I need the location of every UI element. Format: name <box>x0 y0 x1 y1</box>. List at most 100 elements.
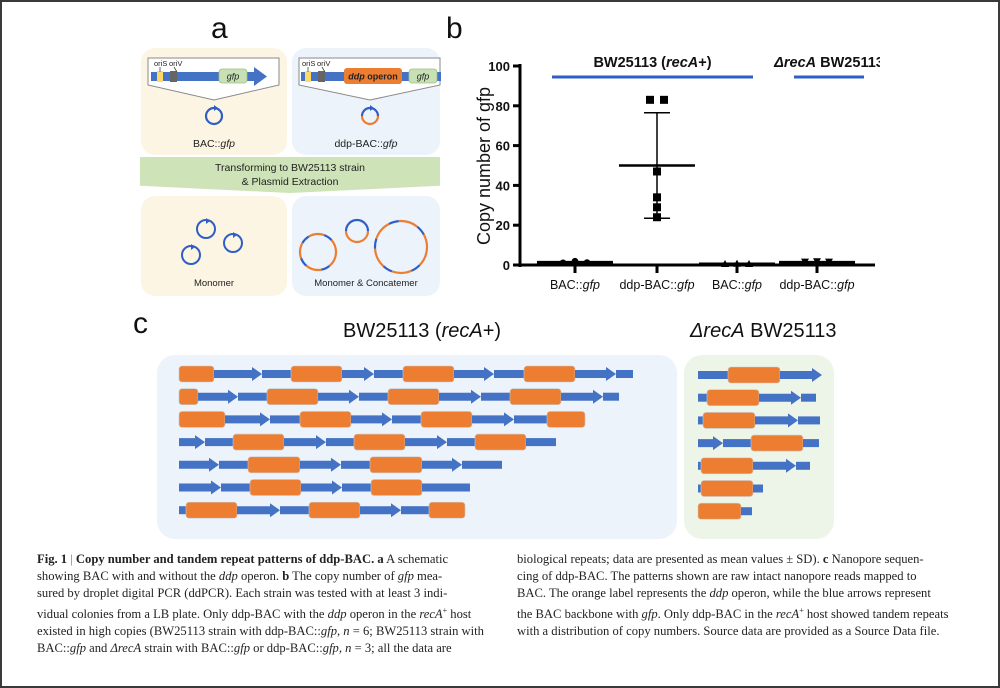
backbone-segment <box>796 461 810 470</box>
panel-a-results: Monomer Monomer & Concatemer <box>181 218 429 289</box>
oriv-marker <box>170 71 177 82</box>
monomer-box <box>141 196 287 296</box>
ddp-operon-block <box>290 365 343 383</box>
y-axis-label: Copy number of gfp <box>474 87 494 245</box>
ddp-operon-block <box>178 365 215 383</box>
delta-recA-reads <box>697 366 822 520</box>
backbone-segment <box>698 371 728 379</box>
svg-text:oriS: oriS <box>302 59 315 68</box>
backbone-arrow <box>318 389 359 404</box>
banner-line-1: Transforming to BW25113 strain <box>215 162 365 174</box>
data-point <box>801 258 809 266</box>
banner-line-2: & Plasmid Extraction <box>241 176 339 188</box>
ddp-operon-block <box>308 501 361 519</box>
panel-c-letter: c <box>133 307 148 340</box>
backbone-arrow <box>698 436 723 451</box>
recA-plus-reads <box>178 365 633 519</box>
backbone-segment <box>526 438 556 447</box>
backbone-segment <box>359 392 388 401</box>
x-tick-label: ddp-BAC::gfp <box>619 278 694 292</box>
ddp-operon-block <box>700 480 754 497</box>
backbone-arrow <box>561 389 603 404</box>
backbone-arrow <box>439 389 481 404</box>
caption-line: BAC::gfp and ΔrecA strain with BAC::gfp … <box>37 641 452 656</box>
data-point <box>653 193 661 202</box>
backbone-segment <box>219 460 248 469</box>
backbone-segment <box>698 461 701 470</box>
backbone-segment <box>374 370 403 378</box>
backbone-segment <box>392 415 421 424</box>
svg-text:oriV: oriV <box>317 59 330 68</box>
monomer-circles <box>181 219 243 265</box>
backbone-segment <box>803 439 819 448</box>
caption-line: sured by droplet digital PCR (ddPCR). Ea… <box>37 586 448 600</box>
backbone-segment <box>603 392 619 401</box>
svg-text:gfp: gfp <box>417 72 430 82</box>
panel-b-letter: b <box>446 12 463 45</box>
ddp-operon-block <box>185 501 238 519</box>
ddp-bac-plasmid-icon <box>360 105 380 126</box>
ddp-operon-block <box>249 479 302 496</box>
caption-column-1: Fig. 1 | Copy number and tandem repeat p… <box>37 551 507 657</box>
y-tick-label: 100 <box>488 59 510 74</box>
concatemer-circles <box>298 218 429 275</box>
ddp-operon-gene <box>344 68 402 84</box>
ddp-operon-block <box>299 411 352 428</box>
backbone-segment <box>698 393 707 402</box>
backbone-arrow <box>360 503 401 518</box>
caption-line: vidual colonies from a LB plate. Only dd… <box>37 606 472 622</box>
oriv-label: oriV <box>169 59 182 68</box>
ddp-operon-block <box>727 366 781 384</box>
backbone-segment <box>798 416 820 425</box>
delta-recA-title: ΔrecA BW25113 <box>690 320 837 342</box>
ddp-operon-block <box>178 411 226 428</box>
y-tick-label: 80 <box>496 99 510 114</box>
backbone-segment <box>422 483 470 492</box>
backbone-arrow <box>454 367 494 381</box>
gfp-gene <box>218 68 248 84</box>
oris-label: oriS <box>154 59 167 68</box>
backbone-segment <box>741 507 752 516</box>
backbone-segment <box>179 506 186 515</box>
panel-a-maps: gfp oriS oriV ddp operon gfp oriS oriV B… <box>147 57 441 150</box>
ddp-operon-block <box>474 433 527 451</box>
backbone-arrow <box>237 503 280 518</box>
ddp-operon-block <box>428 501 466 519</box>
ddp-operon-block <box>697 502 742 520</box>
ddp-operon-block <box>706 389 760 407</box>
backbone-arrow <box>301 480 342 495</box>
ddp-operon-block <box>402 365 455 383</box>
backbone-arrow <box>422 457 462 472</box>
backbone-arrow <box>405 435 447 450</box>
ddp-operon-block <box>387 388 440 406</box>
caption-line: biological repeats; data are presented a… <box>517 552 924 566</box>
ddp-operon-block <box>266 388 319 406</box>
backbone-arrow <box>780 368 822 382</box>
backbone-segment <box>342 483 371 492</box>
y-tick-label: 60 <box>496 139 510 154</box>
transformation-banner: Transforming to BW25113 strain & Plasmid… <box>140 157 440 193</box>
backbone-arrow <box>214 367 262 381</box>
backbone-segment <box>447 438 475 447</box>
monomer-label: Monomer <box>194 278 234 289</box>
caption-line: Fig. 1 | Copy number and tandem repeat p… <box>37 552 449 566</box>
caption-line: cing of ddp-BAC. The patterns shown are … <box>517 569 917 583</box>
x-tick-label: ddp-BAC::gfp <box>779 278 854 292</box>
backbone-segment <box>723 439 751 448</box>
backbone-segment <box>801 393 816 402</box>
backbone-arrow <box>759 390 801 405</box>
x-tick-label: BAC::gfp <box>712 278 762 292</box>
data-point <box>813 258 821 266</box>
backbone-arrow <box>179 457 219 472</box>
backbone-segment <box>698 416 703 425</box>
backbone-arrow <box>225 412 270 427</box>
ddp-operon-block <box>369 456 423 474</box>
data-point <box>660 95 668 104</box>
concatemer-label: Monomer & Concatemer <box>314 278 417 289</box>
ddp-operon-block <box>420 411 473 428</box>
ddp-operon-block <box>232 433 285 451</box>
backbone-arrow <box>179 480 221 495</box>
backbone-arrow <box>755 413 798 428</box>
ddp-operon-block <box>750 434 804 452</box>
ddp-operon-block <box>178 388 199 406</box>
